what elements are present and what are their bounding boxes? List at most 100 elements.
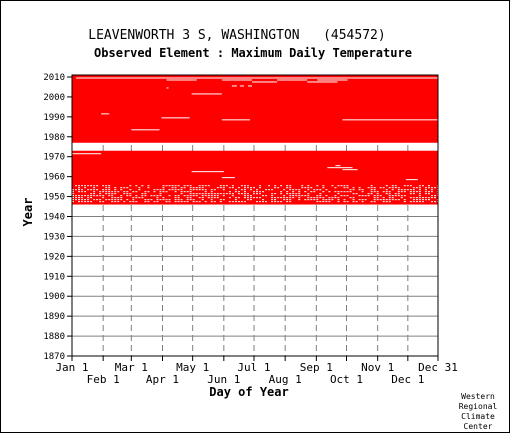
- missing-data-dot: [216, 193, 219, 195]
- missing-data-dot: [102, 191, 105, 193]
- missing-data-dot: [400, 197, 403, 199]
- missing-data-dot: [388, 191, 391, 193]
- missing-data-dot: [213, 197, 216, 199]
- missing-data-dot: [298, 195, 301, 197]
- missing-data-segment: [277, 79, 308, 81]
- y-tick-label: 1890: [43, 312, 65, 322]
- missing-data-dot: [397, 193, 400, 195]
- missing-data-dot: [376, 199, 379, 201]
- missing-data-dot: [162, 191, 165, 193]
- missing-data-dot: [189, 191, 192, 193]
- missing-data-dot: [373, 195, 376, 197]
- missing-data-dot: [331, 185, 334, 187]
- missing-data-dot: [409, 185, 412, 187]
- missing-data-dot: [418, 189, 421, 191]
- missing-data-dot: [162, 197, 165, 199]
- missing-data-dot: [108, 193, 111, 195]
- missing-data-dot: [307, 193, 310, 195]
- missing-data-dot: [216, 197, 219, 199]
- missing-data-dot: [90, 195, 93, 197]
- missing-data-dot: [427, 199, 430, 201]
- x-tick-label: Sep 1: [300, 361, 333, 374]
- missing-data-dot: [313, 191, 316, 193]
- missing-data-dot: [346, 191, 349, 193]
- missing-data-segment: [231, 85, 237, 87]
- missing-data-dot: [171, 189, 174, 191]
- missing-data-dot: [72, 193, 74, 195]
- missing-data-dot: [256, 189, 259, 191]
- missing-data-dot: [409, 201, 412, 203]
- missing-data-dot: [265, 201, 268, 203]
- missing-data-dot: [81, 191, 84, 193]
- missing-data-dot: [240, 185, 243, 187]
- missing-data-dot: [373, 189, 376, 191]
- missing-data-dot: [382, 197, 385, 199]
- missing-data-segment: [166, 87, 169, 89]
- missing-data-dot: [93, 189, 96, 191]
- missing-data-dot: [373, 201, 376, 203]
- missing-data-dot: [394, 195, 397, 197]
- missing-data-dot: [286, 199, 289, 201]
- missing-data-dot: [243, 185, 246, 187]
- missing-data-dot: [99, 201, 102, 203]
- missing-data-dot: [72, 191, 74, 193]
- missing-data-dot: [213, 195, 216, 197]
- missing-data-dot: [289, 187, 292, 189]
- missing-data-dot: [156, 189, 159, 191]
- missing-data-dot: [349, 197, 352, 199]
- missing-data-dot: [102, 201, 105, 203]
- missing-data-dot: [114, 189, 117, 191]
- missing-data-dot: [412, 187, 415, 189]
- missing-data-dot: [292, 197, 295, 199]
- missing-data-dot: [108, 187, 111, 189]
- missing-data-dot: [328, 201, 331, 203]
- missing-data-dot: [310, 197, 313, 199]
- missing-data-dot: [153, 189, 156, 191]
- missing-data-dot: [274, 199, 277, 201]
- missing-data-dot: [415, 201, 418, 203]
- missing-data-dot: [111, 197, 114, 199]
- missing-data-dot: [268, 185, 271, 187]
- missing-data-dot: [141, 195, 144, 197]
- missing-data-dot: [156, 201, 159, 203]
- missing-data-dot: [114, 187, 117, 189]
- x-tick-label: May 1: [176, 361, 209, 374]
- missing-data-dot: [301, 195, 304, 197]
- missing-data-dot: [373, 187, 376, 189]
- missing-data-dot: [412, 191, 415, 193]
- missing-data-dot: [388, 187, 391, 189]
- missing-data-dot: [427, 187, 430, 189]
- missing-data-dot: [391, 195, 394, 197]
- x-tick-label: Nov 1: [361, 361, 394, 374]
- missing-data-dot: [147, 191, 150, 193]
- missing-data-dot: [322, 197, 325, 199]
- missing-data-dot: [412, 201, 415, 203]
- missing-data-dot: [165, 199, 168, 201]
- missing-data-dot: [156, 195, 159, 197]
- missing-data-dot: [249, 197, 252, 199]
- y-tick-label: 1900: [43, 292, 65, 302]
- missing-data-dot: [361, 189, 364, 191]
- missing-data-dot: [243, 191, 246, 193]
- missing-data-dot: [84, 201, 87, 203]
- missing-data-dot: [370, 185, 373, 187]
- data-block: [72, 75, 438, 143]
- missing-data-dot: [183, 191, 186, 193]
- missing-data-dot: [295, 193, 298, 195]
- missing-data-dot: [192, 189, 195, 191]
- missing-data-dot: [418, 199, 421, 201]
- missing-data-dot: [87, 189, 90, 191]
- missing-data-segment: [221, 177, 235, 179]
- missing-data-dot: [421, 197, 424, 199]
- missing-data-dot: [87, 185, 90, 187]
- missing-data-dot: [391, 189, 394, 191]
- missing-data-dot: [237, 197, 240, 199]
- missing-data-dot: [174, 189, 177, 191]
- missing-data-dot: [204, 191, 207, 193]
- missing-data-dot: [219, 199, 222, 201]
- missing-data-dot: [168, 199, 171, 201]
- missing-data-dot: [376, 195, 379, 197]
- missing-data-dot: [424, 191, 427, 193]
- x-tick-label: Feb 1: [87, 373, 120, 386]
- missing-data-segment: [131, 129, 160, 131]
